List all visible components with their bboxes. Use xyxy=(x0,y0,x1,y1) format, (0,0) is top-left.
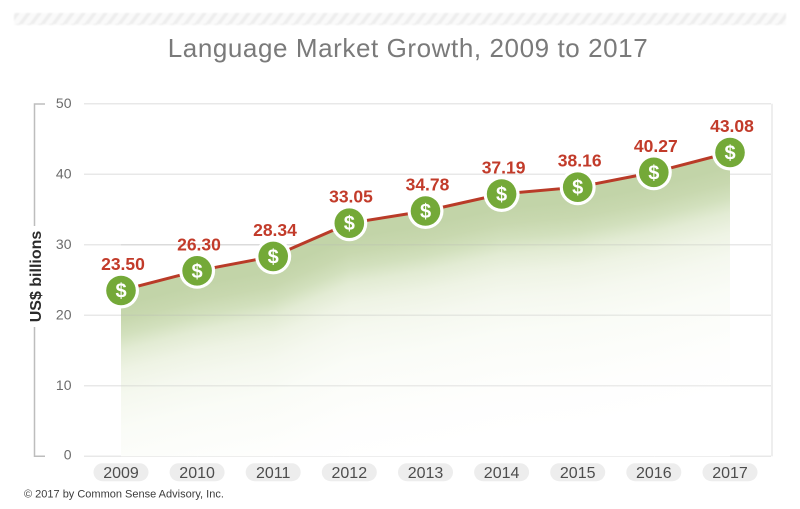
svg-text:28.34: 28.34 xyxy=(253,220,297,240)
svg-text:$: $ xyxy=(420,201,431,223)
svg-text:2015: 2015 xyxy=(560,465,596,482)
svg-text:$: $ xyxy=(268,246,279,268)
svg-text:$: $ xyxy=(496,184,507,206)
svg-text:50: 50 xyxy=(56,95,72,111)
svg-text:23.50: 23.50 xyxy=(101,254,145,274)
svg-text:2014: 2014 xyxy=(484,465,520,482)
svg-text:$: $ xyxy=(724,143,735,165)
svg-text:40.27: 40.27 xyxy=(634,136,678,156)
svg-text:43.08: 43.08 xyxy=(710,116,754,136)
svg-text:$: $ xyxy=(572,177,583,199)
svg-text:2013: 2013 xyxy=(408,465,444,482)
svg-text:38.16: 38.16 xyxy=(558,151,602,171)
svg-text:2012: 2012 xyxy=(332,465,368,482)
svg-text:Language Market Growth, 2009 t: Language Market Growth, 2009 to 2017 xyxy=(168,33,649,63)
svg-text:2009: 2009 xyxy=(103,465,139,482)
svg-text:2010: 2010 xyxy=(179,465,215,482)
svg-text:10: 10 xyxy=(56,377,72,393)
svg-text:2011: 2011 xyxy=(256,465,291,482)
svg-text:30: 30 xyxy=(56,236,72,252)
svg-text:20: 20 xyxy=(56,307,72,323)
svg-text:$: $ xyxy=(648,162,659,184)
svg-text:33.05: 33.05 xyxy=(329,187,373,207)
svg-text:2017: 2017 xyxy=(712,465,748,482)
svg-text:40: 40 xyxy=(56,166,72,182)
svg-text:$: $ xyxy=(192,261,203,283)
svg-text:2016: 2016 xyxy=(636,465,672,482)
svg-text:0: 0 xyxy=(64,447,72,463)
svg-text:$: $ xyxy=(115,281,126,303)
svg-text:$: $ xyxy=(344,213,355,235)
svg-text:37.19: 37.19 xyxy=(482,158,526,178)
svg-text:US$ billions: US$ billions xyxy=(28,231,45,323)
svg-text:26.30: 26.30 xyxy=(177,234,221,254)
svg-text:34.78: 34.78 xyxy=(406,175,450,195)
svg-text:© 2017 by Common Sense Advisor: © 2017 by Common Sense Advisory, Inc. xyxy=(24,489,224,501)
